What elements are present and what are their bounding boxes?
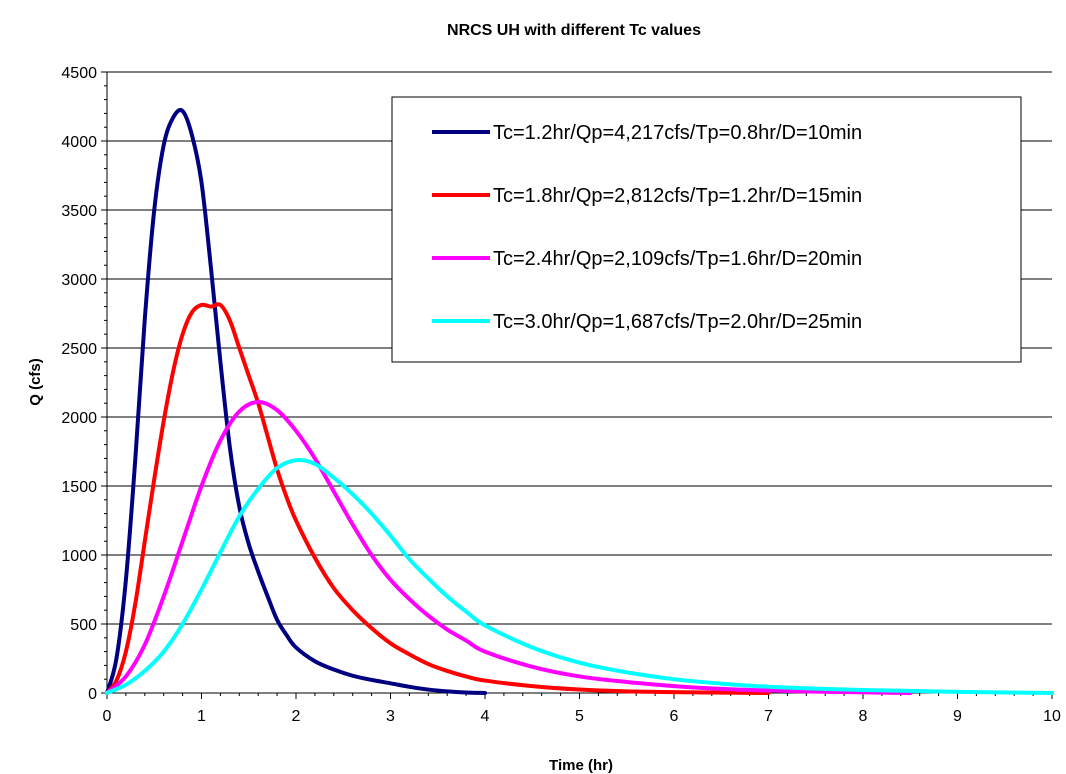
- series-line-1: [105, 108, 487, 695]
- tick-labels: 0 500 1000 1500 2000 2500 3000 3500 4000 4500 0 1 2 3…: [61, 65, 1061, 725]
- legend-box: [391, 96, 1022, 363]
- legend-label-1: Tc=1.2hr/Qp=4,217cfs/Tp=0.8hr/D=10min: [493, 122, 862, 144]
- y-tick-label: 3500: [61, 203, 97, 220]
- chart-title: NRCS UH with different Tc values: [447, 22, 701, 39]
- y-tick-label: 1000: [61, 548, 97, 565]
- x-tick-label: 7: [764, 708, 773, 725]
- x-tick-label: 4: [481, 708, 490, 725]
- series-lines: [105, 108, 1054, 695]
- series-line-4: [105, 458, 1054, 695]
- legend: Tc=1.2hr/Qp=4,217cfs/Tp=0.8hr/D=10min Tc=…: [391, 96, 1022, 363]
- x-tick-label: 3: [386, 708, 395, 725]
- x-tick-label: 9: [953, 708, 962, 725]
- y-tick-label: 0: [88, 686, 97, 703]
- y-tick-label: 1500: [61, 479, 97, 496]
- y-tick-label: 500: [70, 617, 97, 634]
- y-axis-label: Q (cfs): [27, 358, 44, 406]
- x-tick-label: 5: [575, 708, 584, 725]
- legend-label-4: Tc=3.0hr/Qp=1,687cfs/Tp=2.0hr/D=25min: [493, 311, 862, 333]
- y-tick-label: 4500: [61, 65, 97, 82]
- x-tick-label: 10: [1043, 708, 1061, 725]
- x-tick-label: 1: [197, 708, 206, 725]
- y-tick-label: 2000: [61, 410, 97, 427]
- x-tick-label: 0: [103, 708, 112, 725]
- x-tick-label: 6: [670, 708, 679, 725]
- y-tick-label: 4000: [61, 134, 97, 151]
- legend-label-3: Tc=2.4hr/Qp=2,109cfs/Tp=1.6hr/D=20min: [493, 248, 862, 270]
- legend-label-2: Tc=1.8hr/Qp=2,812cfs/Tp=1.2hr/D=15min: [493, 185, 862, 207]
- y-tick-label: 2500: [61, 341, 97, 358]
- series-line-3: [105, 399, 913, 695]
- x-tick-label: 2: [292, 708, 301, 725]
- y-tick-label: 3000: [61, 272, 97, 289]
- x-axis-label: Time (hr): [549, 757, 613, 774]
- x-tick-label: 8: [859, 708, 868, 725]
